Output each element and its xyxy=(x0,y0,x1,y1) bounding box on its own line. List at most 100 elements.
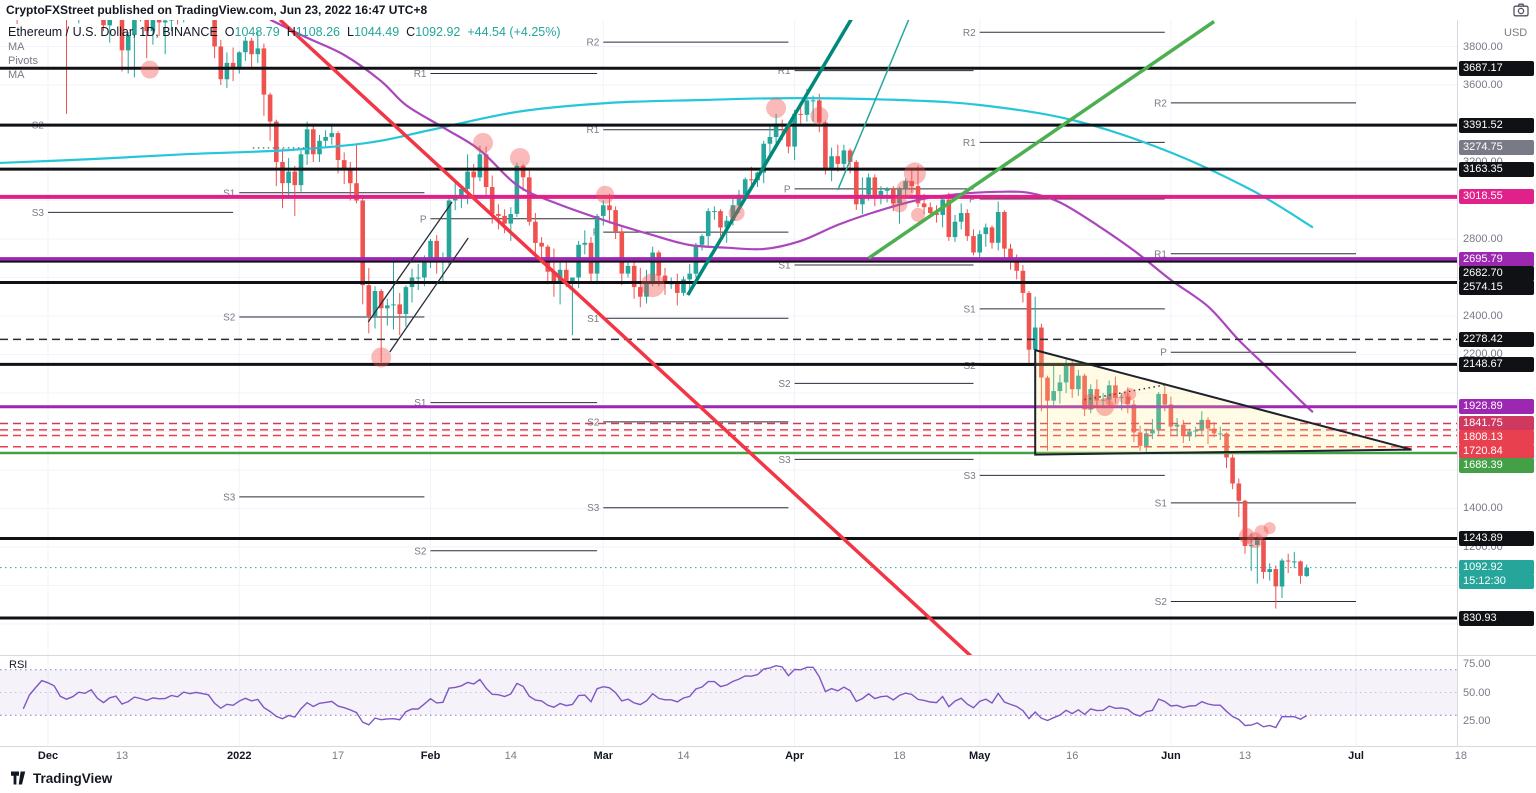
price-tick: 3600.00 xyxy=(1463,79,1503,91)
svg-text:R1: R1 xyxy=(587,125,600,136)
svg-text:R1: R1 xyxy=(963,138,976,149)
svg-text:S1: S1 xyxy=(414,398,427,409)
price-level-label: 1841.75 xyxy=(1459,415,1534,431)
ohlc-open-value: 1048.79 xyxy=(234,25,280,39)
svg-text:S2: S2 xyxy=(223,313,236,324)
current-price-label: 1092.92 xyxy=(1459,560,1534,576)
rsi-tick: 50.00 xyxy=(1463,686,1491,699)
time-tick-major: May xyxy=(968,750,991,762)
attribution-bar: CryptoFXStreet published on TradingView.… xyxy=(0,0,1536,20)
chart-header: Ethereum / U.S. Dollar, 1D, BINANCE O1048… xyxy=(8,24,561,82)
time-tick-major: Apr xyxy=(785,750,805,762)
svg-text:S1: S1 xyxy=(1155,498,1168,509)
attribution-text: CryptoFXStreet published on TradingView.… xyxy=(6,3,428,17)
time-tick-major: Mar xyxy=(593,750,614,762)
currency-label: USD xyxy=(1504,27,1528,39)
tradingview-wordmark: TradingView xyxy=(33,770,113,786)
svg-text:R1: R1 xyxy=(778,66,791,77)
price-tick: 3800.00 xyxy=(1463,40,1503,53)
rsi-tick: 75.00 xyxy=(1463,658,1491,670)
svg-text:P: P xyxy=(420,214,427,225)
time-tick: 13 xyxy=(115,750,129,762)
price-level-label: 2148.67 xyxy=(1459,356,1534,372)
time-axis-separator xyxy=(0,746,1536,747)
time-tick: 16 xyxy=(1066,750,1079,762)
time-tick-major: Feb xyxy=(420,750,441,762)
svg-text:S3: S3 xyxy=(223,492,236,503)
ohlc-high-value: 1108.26 xyxy=(295,25,341,39)
price-level-label: 2278.42 xyxy=(1459,331,1534,347)
svg-text:R1: R1 xyxy=(1154,249,1167,260)
price-level-label: 3274.75 xyxy=(1459,140,1534,156)
price-level-label: 2682.70 xyxy=(1459,265,1534,281)
svg-text:S2: S2 xyxy=(414,546,427,557)
chart-area[interactable]: S2 S3 S1 S2 S3 R1 P S1 S2 R2 R1 P S1 S2 S3 R1 P S1 S2 S3 R2 R… xyxy=(0,20,1457,746)
symbol-row: Ethereum / U.S. Dollar, 1D, BINANCE O1048… xyxy=(8,24,561,40)
svg-text:S3: S3 xyxy=(587,503,600,514)
price-tick: 2400.00 xyxy=(1463,309,1503,322)
time-tick: 13 xyxy=(1238,750,1252,762)
pane-separator[interactable] xyxy=(0,655,1536,656)
price-level-label: 1720.84 xyxy=(1459,443,1534,459)
svg-text:R2: R2 xyxy=(963,28,976,39)
time-tick: 17 xyxy=(331,750,345,762)
svg-text:S2: S2 xyxy=(778,379,791,390)
rsi-tick: 25.00 xyxy=(1463,715,1491,727)
svg-text:S1: S1 xyxy=(778,261,791,272)
footer: TradingView xyxy=(0,766,1536,793)
price-level-label: 3018.55 xyxy=(1459,189,1534,205)
svg-text:P: P xyxy=(1160,348,1167,359)
time-axis[interactable]: Dec 13 2022 17 Feb 14 Mar 14 Apr 18 May 16 Jun 13 Jul 1… xyxy=(0,747,1467,766)
price-tick: 2800.00 xyxy=(1463,232,1503,245)
price-level-label: 1928.89 xyxy=(1459,399,1534,415)
svg-text:S1: S1 xyxy=(223,188,236,199)
ohlc-close-label: C xyxy=(406,25,416,39)
time-tick-major: Jul xyxy=(1348,750,1364,762)
price-tick: 1400.00 xyxy=(1463,502,1503,515)
time-tick: 14 xyxy=(677,750,690,762)
countdown-label: 15:12:30 xyxy=(1459,574,1534,590)
change-value: +44.54 (+4.25%) xyxy=(467,25,561,39)
time-tick-major: Dec xyxy=(37,750,59,762)
price-level-label: 3687.17 xyxy=(1459,60,1534,76)
price-level-label: 830.93 xyxy=(1459,610,1534,626)
price-level-label: 3391.52 xyxy=(1459,117,1534,133)
svg-text:P: P xyxy=(784,184,791,195)
svg-text:S3: S3 xyxy=(32,208,45,219)
price-level-label: 1243.89 xyxy=(1459,531,1534,547)
symbol-title[interactable]: Ethereum / U.S. Dollar, 1D, BINANCE xyxy=(8,25,218,39)
time-tick-major: 2022 xyxy=(227,750,252,762)
tradingview-logo-mark xyxy=(11,771,26,785)
svg-text:R2: R2 xyxy=(1154,98,1167,109)
indicator-legend-ma2[interactable]: MA xyxy=(8,69,25,81)
svg-text:S2: S2 xyxy=(587,417,600,428)
price-chart-canvas[interactable]: S2 S3 S1 S2 S3 R1 P S1 S2 R2 R1 P S1 S2 S3 R1 P S1 S2 S3 R2 R… xyxy=(0,20,1457,746)
rsi-pane-label[interactable]: RSI xyxy=(9,659,28,671)
svg-text:S1: S1 xyxy=(963,304,976,315)
svg-text:R2: R2 xyxy=(587,38,600,49)
price-level-label: 2695.79 xyxy=(1459,251,1534,267)
price-level-label: 3163.35 xyxy=(1459,161,1534,177)
svg-text:S2: S2 xyxy=(963,361,976,372)
price-level-label: 1688.39 xyxy=(1459,457,1534,473)
price-level-label: 2574.15 xyxy=(1459,279,1534,295)
time-tick: 18 xyxy=(893,750,906,762)
ohlc-low-value: 1044.49 xyxy=(353,25,400,39)
svg-text:S3: S3 xyxy=(963,471,976,482)
time-tick: 18 xyxy=(1454,750,1468,762)
ohlc-low-label: L xyxy=(347,25,354,39)
time-tick: 14 xyxy=(504,750,517,762)
tradingview-logo[interactable]: TradingView xyxy=(10,770,112,786)
ohlc-open-label: O xyxy=(224,25,235,39)
svg-text:S2: S2 xyxy=(1155,597,1168,608)
price-level-label: 1808.13 xyxy=(1459,429,1534,445)
svg-text:P: P xyxy=(969,195,976,206)
indicator-legend-ma1[interactable]: MA xyxy=(8,41,25,53)
indicator-legend-pivots[interactable]: Pivots xyxy=(8,55,38,67)
ohlc-close-value: 1092.92 xyxy=(415,25,461,39)
svg-text:S3: S3 xyxy=(778,455,791,466)
price-axis[interactable]: USD 3800.003600.003200.002800.002400.002… xyxy=(1457,20,1536,746)
ohlc-high-label: H xyxy=(286,25,296,39)
camera-icon[interactable] xyxy=(1513,3,1529,17)
